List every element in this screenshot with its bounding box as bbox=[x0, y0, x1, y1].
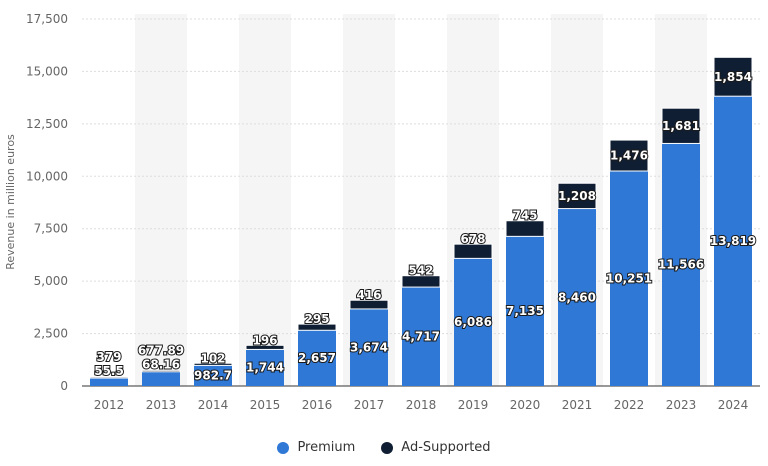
data-label-premium: 11,566 bbox=[658, 258, 704, 272]
bar-ad-supported bbox=[557, 182, 597, 210]
bar-ad-supported bbox=[401, 275, 441, 288]
data-label-ad-supported: 1,208 bbox=[558, 189, 596, 203]
x-tick-label: 2020 bbox=[510, 398, 541, 412]
bar-premium bbox=[246, 349, 284, 386]
legend-swatch-ad-supported bbox=[381, 441, 394, 454]
y-tick-label: 15,000 bbox=[26, 64, 68, 78]
bar-premium bbox=[662, 143, 700, 386]
x-tick-label: 2018 bbox=[406, 398, 437, 412]
bar-premium bbox=[454, 258, 492, 386]
stacked-bar-chart: 0 2,500 5,000 7,500 10,000 12,500 15,000 17,500… bbox=[4, 12, 760, 412]
bar-ad-supported bbox=[89, 376, 129, 379]
bar-ad-supported bbox=[505, 220, 545, 237]
x-tick-label: 2022 bbox=[614, 398, 645, 412]
bar-premium bbox=[714, 96, 752, 386]
bar-premium bbox=[402, 287, 440, 386]
x-tick-label: 2019 bbox=[458, 398, 489, 412]
data-label-ad-supported: 542 bbox=[408, 264, 433, 278]
data-label-ad-supported: 196 bbox=[252, 333, 277, 347]
bar-ad-supported bbox=[141, 369, 181, 373]
x-tick-label: 2012 bbox=[94, 398, 125, 412]
y-tick-label: 7,500 bbox=[34, 222, 68, 236]
bar-ad-supported bbox=[193, 362, 233, 366]
bar-premium bbox=[558, 208, 596, 386]
y-tick-label: 10,000 bbox=[26, 169, 68, 183]
x-tick-label: 2013 bbox=[146, 398, 177, 412]
y-tick-label: 2,500 bbox=[34, 327, 68, 341]
x-tick-label: 2015 bbox=[250, 398, 281, 412]
bar-ad-supported bbox=[245, 344, 285, 350]
column-band bbox=[135, 14, 187, 386]
bar-premium bbox=[506, 236, 544, 386]
bar-premium bbox=[90, 378, 128, 386]
y-tick-label: 5,000 bbox=[34, 274, 68, 288]
bar-premium bbox=[142, 371, 180, 386]
data-label-ad-supported: 1,854 bbox=[714, 70, 752, 84]
data-label-ad-supported: 55.5 bbox=[94, 364, 124, 378]
data-label-premium: 6,086 bbox=[454, 315, 492, 329]
legend-item-ad-supported[interactable]: Ad-Supported bbox=[381, 440, 491, 455]
x-tick-label: 2014 bbox=[198, 398, 229, 412]
column-band bbox=[239, 14, 291, 386]
data-label-premium: 379 bbox=[96, 350, 121, 364]
y-axis-label: Revenue in million euros bbox=[4, 134, 17, 270]
y-tick-label: 0 bbox=[60, 379, 68, 393]
data-label-premium: 2,657 bbox=[298, 351, 336, 365]
legend-swatch-premium bbox=[277, 441, 290, 454]
data-label-premium: 10,251 bbox=[606, 272, 652, 286]
bar-premium bbox=[298, 330, 336, 386]
data-label-premium: 677.89 bbox=[138, 343, 184, 357]
data-label-premium: 1,744 bbox=[246, 361, 284, 375]
legend: Premium Ad-Supported bbox=[0, 440, 768, 455]
x-tick-label: 2016 bbox=[302, 398, 333, 412]
data-label-premium: 4,717 bbox=[402, 330, 440, 344]
bar-ad-supported bbox=[453, 243, 493, 259]
x-tick-label: 2017 bbox=[354, 398, 385, 412]
data-label-ad-supported: 68.16 bbox=[142, 357, 180, 371]
bar-premium bbox=[350, 308, 388, 386]
bar-ad-supported bbox=[661, 107, 701, 144]
data-label-premium: 7,135 bbox=[506, 304, 544, 318]
legend-label-premium: Premium bbox=[297, 440, 356, 455]
x-tick-label: 2023 bbox=[666, 398, 697, 412]
data-label-ad-supported: 102 bbox=[200, 351, 225, 365]
legend-item-premium[interactable]: Premium bbox=[277, 440, 355, 455]
data-label-premium: 3,674 bbox=[350, 340, 388, 354]
data-label-ad-supported: 1,681 bbox=[662, 119, 700, 133]
data-label-ad-supported: 745 bbox=[512, 209, 537, 223]
data-label-ad-supported: 678 bbox=[460, 232, 485, 246]
data-label-ad-supported: 416 bbox=[356, 288, 381, 302]
data-label-ad-supported: 1,476 bbox=[610, 149, 648, 163]
bar-premium bbox=[610, 171, 648, 386]
bar-premium bbox=[194, 365, 232, 386]
data-label-premium: 8,460 bbox=[558, 290, 596, 304]
bar-ad-supported bbox=[349, 299, 389, 310]
bar-ad-supported bbox=[609, 139, 649, 172]
data-label-ad-supported: 295 bbox=[304, 312, 329, 326]
x-tick-label: 2024 bbox=[718, 398, 749, 412]
y-tick-label: 12,500 bbox=[26, 117, 68, 131]
y-tick-label: 17,500 bbox=[26, 12, 68, 26]
data-label-premium: 13,819 bbox=[710, 234, 756, 248]
x-tick-label: 2021 bbox=[562, 398, 593, 412]
bar-ad-supported bbox=[713, 56, 753, 97]
data-label-premium: 982.7 bbox=[194, 369, 232, 383]
bar-ad-supported bbox=[297, 323, 337, 331]
legend-label-ad-supported: Ad-Supported bbox=[401, 440, 491, 455]
